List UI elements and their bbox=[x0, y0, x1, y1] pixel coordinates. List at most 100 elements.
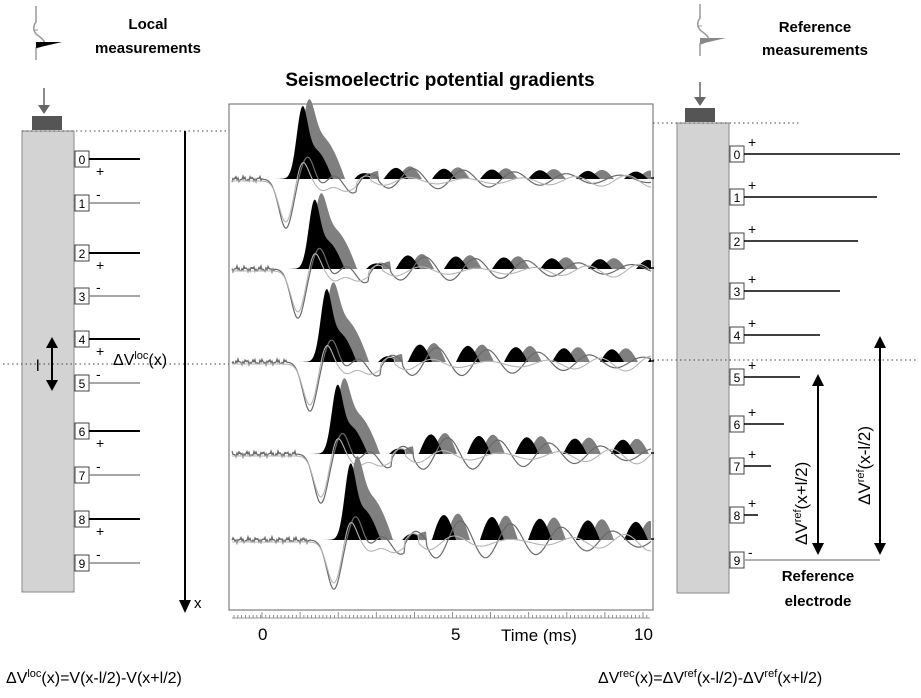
reference-electrode-number: 6 bbox=[734, 418, 741, 432]
local-plus-sign: + bbox=[96, 435, 104, 451]
reference-electrode-label-line2: electrode bbox=[785, 593, 852, 610]
trace-reference-fill bbox=[232, 384, 651, 454]
formula-left: ΔVloc(x)=V(x-l/2)-V(x+l/2) bbox=[6, 668, 182, 687]
local-plus-sign: + bbox=[96, 343, 104, 359]
reference-source-block bbox=[685, 108, 715, 122]
reference-electrode-number: 5 bbox=[734, 371, 741, 385]
waveform-traces bbox=[231, 99, 654, 590]
dv-loc-suffix: (x) bbox=[148, 352, 167, 369]
formula-right: ΔVrec(x)=ΔVref(x-l/2)-ΔVref(x+l/2) bbox=[598, 668, 822, 687]
trace-reference-line bbox=[232, 521, 651, 584]
trace-reference-line bbox=[232, 438, 652, 498]
depth-axis-arrowhead bbox=[179, 600, 191, 613]
reference-electrode-number: 1 bbox=[734, 191, 741, 205]
reference-plus-sign: + bbox=[748, 271, 756, 287]
reference-electrodes: 0 +1 +2 +3 +4 +5 +6 +7 +8 +9- bbox=[729, 134, 900, 569]
local-source-block bbox=[32, 116, 62, 130]
time-tick-label: 0 bbox=[258, 625, 267, 644]
reference-plus-sign: + bbox=[748, 357, 756, 373]
trace-reference-line bbox=[232, 162, 652, 223]
reference-electrode-number: 8 bbox=[734, 509, 741, 523]
formula-right-part: (x+l/2) bbox=[777, 670, 822, 687]
trace-local-fill bbox=[232, 193, 651, 269]
local-arrowhead bbox=[38, 105, 50, 114]
reference-electrode-label-line1: Reference bbox=[782, 568, 855, 585]
dv-ref-plus-prefix: ΔV bbox=[792, 522, 811, 545]
formula-left-part: ΔV bbox=[6, 670, 28, 687]
panel-title: Seismoelectric potential gradients bbox=[285, 70, 594, 91]
dv-ref-minus-prefix: ΔV bbox=[855, 482, 874, 505]
spacing-l-label: l bbox=[36, 358, 40, 375]
local-electrode-number: 6 bbox=[79, 425, 86, 439]
formula-right-sup: rec bbox=[619, 668, 635, 680]
reference-electrode-number: 7 bbox=[734, 460, 741, 474]
reference-plus-sign: + bbox=[748, 495, 756, 511]
reference-electrode-number: 4 bbox=[734, 329, 741, 343]
local-electrode-number: 9 bbox=[79, 557, 86, 571]
local-source-wavelet bbox=[33, 6, 62, 60]
local-electrode-number: 5 bbox=[79, 377, 86, 391]
time-tick-label: 5 bbox=[451, 625, 460, 644]
formula-left-sup: loc bbox=[27, 668, 42, 680]
formula-right-sup: ref bbox=[684, 668, 698, 680]
depth-axis-x-label: x bbox=[194, 595, 202, 612]
trace-reference-fill bbox=[232, 463, 651, 540]
reference-label-line1: Reference bbox=[779, 19, 852, 36]
local-borehole bbox=[21, 130, 75, 593]
formula-left-part: (x)=V(x-l/2)-V(x+l/2) bbox=[41, 670, 181, 687]
trace-local-line bbox=[231, 516, 652, 590]
reference-arrowhead bbox=[694, 97, 706, 106]
local-label-line2: measurements bbox=[95, 40, 201, 57]
dv-ref-plus-arrow bbox=[812, 374, 824, 555]
reference-electrode-number: 0 bbox=[734, 148, 741, 162]
reference-electrode-number: 3 bbox=[734, 285, 741, 299]
reference-electrode-number: 9 bbox=[734, 554, 741, 568]
dv-ref-minus-arrow bbox=[874, 336, 886, 555]
reference-minus-sign: - bbox=[748, 544, 753, 560]
dv-ref-plus-suffix: (x+l/2) bbox=[792, 462, 811, 510]
formula-right-part: (x-l/2)-ΔV bbox=[697, 670, 765, 687]
time-tick-label: 10 bbox=[634, 625, 653, 644]
local-label-line1: Local bbox=[128, 16, 167, 33]
local-electrode-number: 1 bbox=[79, 197, 86, 211]
trace-reference-fill bbox=[232, 289, 651, 362]
local-electrode-number: 3 bbox=[79, 290, 86, 304]
time-axis bbox=[232, 612, 650, 619]
dv-loc-sup: loc bbox=[134, 350, 149, 362]
trace-local-fill bbox=[232, 99, 651, 179]
reference-plus-sign: + bbox=[748, 446, 756, 462]
dv-ref-plus-label: ΔVref(x+l/2) bbox=[792, 462, 811, 545]
formula-right-part: (x)=ΔV bbox=[635, 670, 685, 687]
reference-plus-sign: + bbox=[748, 221, 756, 237]
local-minus-sign: - bbox=[96, 458, 101, 474]
spacing-arrow bbox=[46, 337, 58, 391]
local-electrode-number: 2 bbox=[79, 247, 86, 261]
local-minus-sign: - bbox=[96, 366, 101, 382]
reference-electrode-number: 2 bbox=[734, 235, 741, 249]
dv-loc-label: ΔVloc(x) bbox=[113, 350, 167, 369]
dv-loc-prefix: ΔV bbox=[113, 352, 135, 369]
local-electrode-number: 4 bbox=[79, 333, 86, 347]
trace-local-line bbox=[231, 339, 652, 412]
trace-reference-line bbox=[232, 253, 652, 313]
local-minus-sign: - bbox=[96, 546, 101, 562]
formula-right-sup: ref bbox=[764, 668, 778, 680]
reference-plus-sign: + bbox=[748, 404, 756, 420]
local-minus-sign: - bbox=[96, 186, 101, 202]
trace-local-line bbox=[231, 156, 652, 229]
reference-plus-sign: + bbox=[748, 315, 756, 331]
trace-local-line bbox=[231, 247, 652, 319]
local-electrode-number: 0 bbox=[79, 153, 86, 167]
reference-source-wavelet bbox=[697, 4, 726, 56]
local-plus-sign: + bbox=[96, 257, 104, 273]
reference-label-line2: measurements bbox=[762, 42, 868, 59]
time-axis-label: Time (ms) bbox=[501, 626, 577, 645]
dv-ref-plus-sup: ref bbox=[792, 509, 804, 523]
formula-right-part: ΔV bbox=[598, 670, 620, 687]
reference-plus-sign: + bbox=[748, 177, 756, 193]
dv-ref-minus-sup: ref bbox=[855, 469, 867, 483]
trace-reference-fill bbox=[232, 199, 651, 269]
local-plus-sign: + bbox=[96, 163, 104, 179]
